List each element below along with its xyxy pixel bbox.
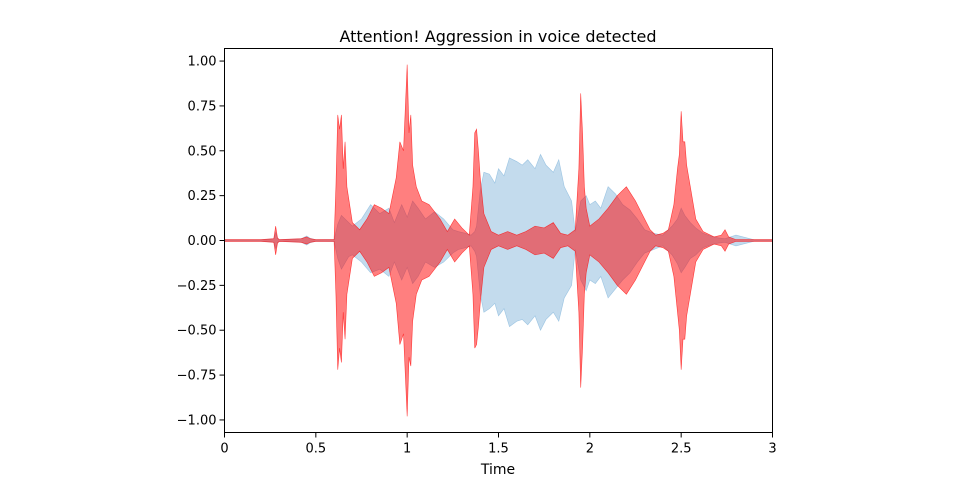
y-tick-label: 1.00: [188, 55, 217, 70]
y-tick-label: −0.75: [177, 369, 217, 384]
chart-title: Attention! Aggression in voice detected: [339, 27, 656, 46]
x-tick-label: 0.5: [305, 442, 326, 457]
y-tick-label: 0.25: [188, 189, 217, 204]
series-layer: [224, 64, 773, 417]
x-tick-label: 3: [768, 442, 776, 457]
y-axis: 1.00 0.75 0.50 0.25 0.00 −0.25 −0.50 −0.75 −1.00: [177, 55, 225, 428]
x-tick-label: 2.5: [671, 442, 692, 457]
x-axis: 0 0.5 1 1.5 2 2.5 3: [220, 432, 777, 457]
x-axis-label: Time: [480, 462, 515, 478]
y-tick-label: 0.75: [188, 99, 217, 114]
y-tick-label: 0.00: [188, 234, 217, 249]
x-tick-label: 2: [586, 442, 594, 457]
waveform-series-2: [224, 64, 773, 417]
y-tick-label: −1.00: [177, 413, 217, 428]
x-tick-label: 1: [403, 442, 411, 457]
y-tick-label: −0.25: [177, 279, 217, 294]
y-tick-label: −0.50: [177, 324, 217, 339]
y-tick-label: 0.50: [188, 144, 217, 159]
x-tick-label: 1.5: [488, 442, 509, 457]
x-tick-label: 0: [220, 442, 228, 457]
